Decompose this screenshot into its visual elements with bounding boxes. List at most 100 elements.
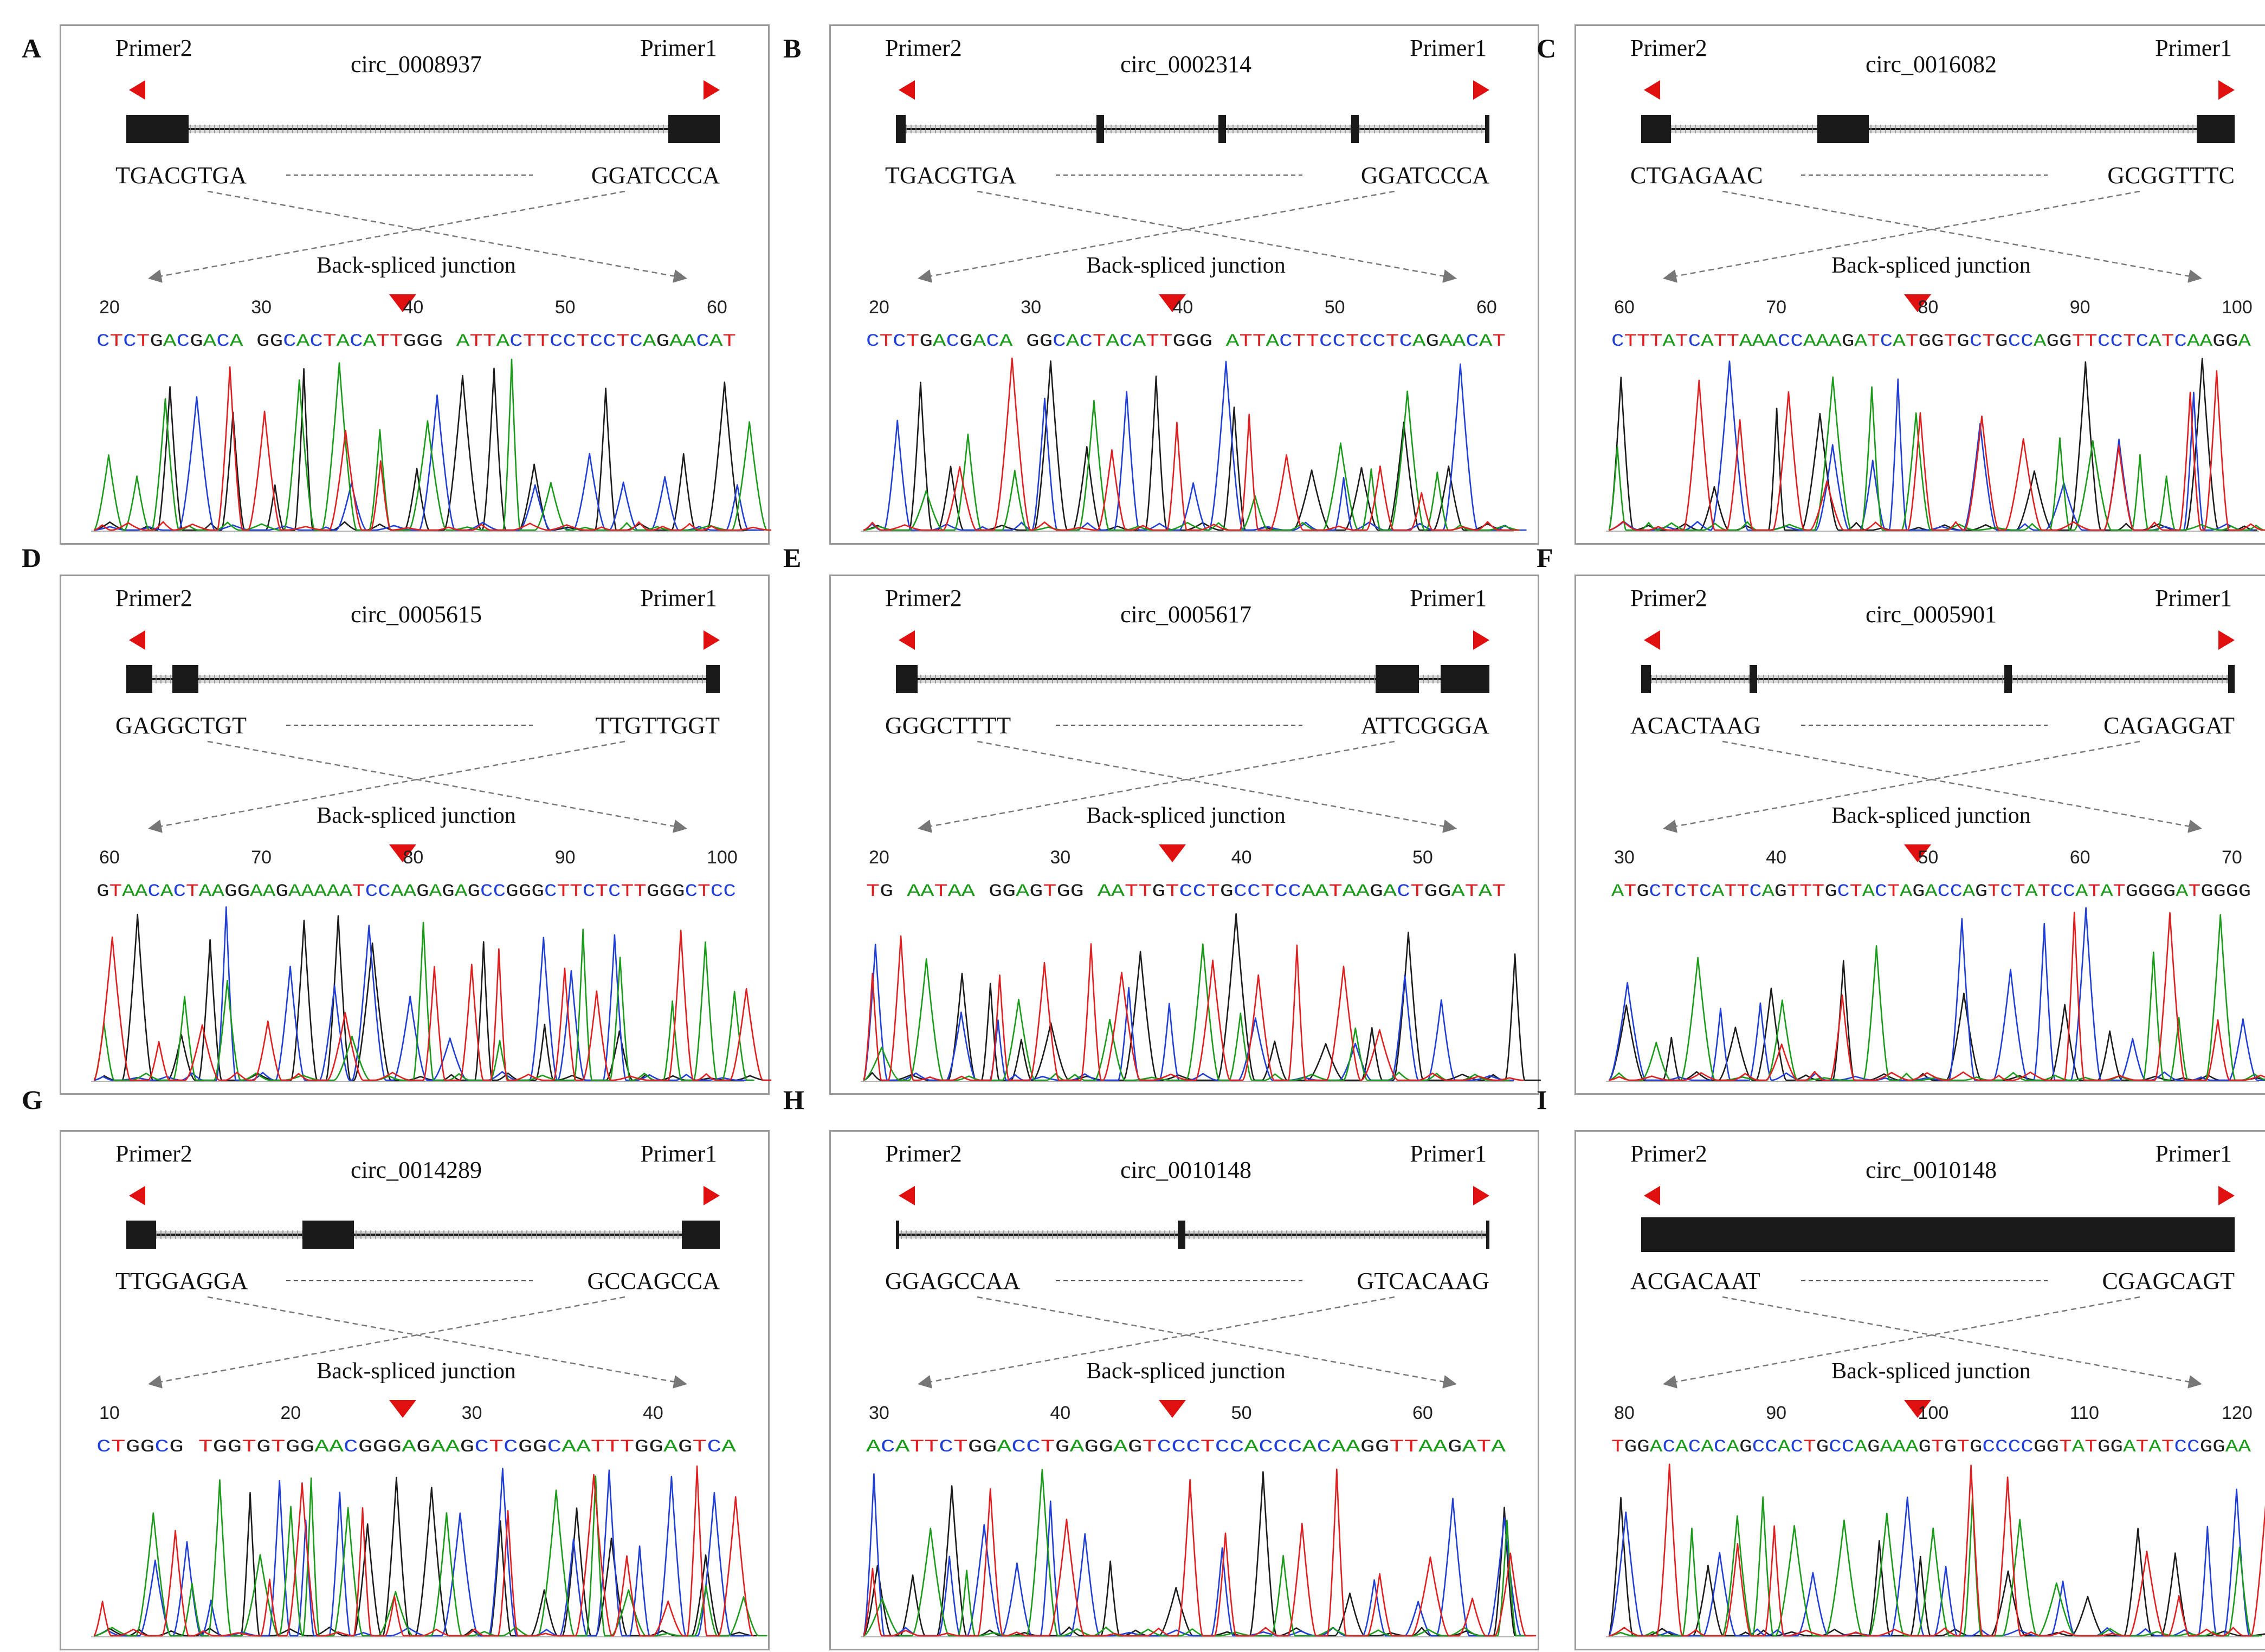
exon-structure [896, 665, 1489, 693]
trace-T [1608, 370, 2265, 531]
position-tick: 70 [1766, 297, 1786, 318]
primer1-label: Primer1 [640, 35, 717, 61]
junction-label: Back-spliced junction [317, 253, 515, 278]
position-tick: 60 [1412, 1403, 1433, 1423]
position-tick: 50 [1231, 1403, 1252, 1423]
primer1-arrow-icon [704, 1186, 720, 1205]
panel-H: Primer2 Primer1 circ_0010148 GGAGCCAA GTCACA… [829, 1130, 1539, 1650]
position-tick: 80 [1614, 1403, 1635, 1423]
trace-T [93, 1465, 754, 1637]
chromatogram [861, 913, 1541, 1082]
primer1-arrow-icon [2218, 630, 2235, 650]
position-tick: 40 [1173, 297, 1193, 318]
panel-I: Primer2 Primer1 circ_0010148 ACGACAAT CGAGCA… [1574, 1130, 2265, 1650]
panel-E: Primer2 Primer1 circ_0005617 GGGCTTTT ATTCGG… [829, 575, 1541, 1095]
primer1-arrow-icon [2218, 1186, 2235, 1205]
panel-graphic: Primer2 Primer1 circ_0008937 TGACGTGA GGATCC… [91, 35, 771, 532]
seq-left: GAGGCTGT [115, 712, 247, 739]
primer1-arrow-icon [1473, 80, 1489, 100]
trace-C [93, 906, 753, 1081]
junction-marker-icon [1159, 1400, 1186, 1418]
seq-right: ATTCGGGA [1361, 712, 1489, 739]
position-tick: 40 [403, 297, 424, 318]
junction-label: Back-spliced junction [1086, 253, 1285, 278]
junction-marker-icon [389, 294, 416, 312]
cross-arrow [977, 740, 1457, 833]
seq-left: GGGCTTTT [885, 712, 1011, 739]
trace-C [1608, 907, 2265, 1081]
circ-id: circ_0002314 [1120, 51, 1251, 78]
trace-T [93, 930, 771, 1081]
cross-arrow [1722, 1296, 2202, 1389]
position-tick: 60 [1476, 297, 1497, 318]
position-tick: 20 [869, 297, 889, 318]
trace-T [862, 1468, 1537, 1637]
trace-A [93, 358, 771, 531]
primer2-arrow-icon [899, 1186, 915, 1205]
circ-id: circ_0010148 [1866, 1157, 1997, 1183]
panel-letter: I [1537, 1085, 1547, 1115]
trace-T [93, 366, 771, 531]
cross-arrow [148, 190, 625, 283]
circ-id: circ_0008937 [351, 51, 482, 78]
cross-arrow [1722, 740, 2202, 833]
seq-right: CAGAGGAT [2103, 712, 2235, 739]
panel-letter: D [22, 543, 42, 573]
primer1-label: Primer1 [640, 585, 717, 611]
chromatogram [1606, 907, 2265, 1082]
trace-C [93, 1468, 751, 1637]
trace-T [863, 357, 1520, 531]
trace-A [863, 943, 1510, 1081]
position-tick: 70 [2222, 847, 2242, 868]
cross-arrow [918, 740, 1395, 833]
seq-right: GGATCCCA [591, 162, 720, 189]
primer2-arrow-icon [1644, 1186, 1660, 1205]
junction-label: Back-spliced junction [1831, 803, 2030, 828]
position-tick: 30 [462, 1403, 482, 1423]
position-tick: 60 [707, 297, 727, 318]
cross-arrow [977, 190, 1457, 283]
primer1-label: Primer1 [2155, 1140, 2232, 1167]
cross-arrow [1722, 190, 2202, 283]
position-tick: 60 [99, 847, 120, 868]
position-tick: 40 [1050, 1403, 1070, 1423]
position-tick: 60 [1614, 297, 1635, 318]
panel-letter: E [783, 543, 802, 573]
position-tick: 20 [99, 297, 120, 318]
seq-right: GCCAGCCA [588, 1268, 720, 1294]
primer1-label: Primer1 [1410, 35, 1487, 61]
junction-marker-icon [1904, 844, 1931, 862]
panel-G: Primer2 Primer1 circ_0014289 TTGGAGGA GCCAGC… [60, 1130, 770, 1650]
position-tick: 80 [403, 847, 424, 868]
junction-label: Back-spliced junction [1086, 803, 1285, 828]
seq-left: GGAGCCAA [885, 1268, 1021, 1294]
primer1-arrow-icon [2218, 80, 2235, 100]
primer2-label: Primer2 [115, 585, 192, 611]
cross-arrow [918, 1296, 1395, 1389]
panel-graphic: Primer2 Primer1 circ_0014289 TTGGAGGA GCCAGC… [91, 1140, 767, 1637]
position-tick: 20 [280, 1403, 301, 1423]
junction-label: Back-spliced junction [1086, 1359, 1285, 1384]
primer2-label: Primer2 [885, 35, 962, 61]
cross-arrow [207, 1296, 687, 1389]
panel-D: Primer2 Primer1 circ_0005615 GAGGCTGT TTGTTG… [60, 575, 771, 1095]
trace-C [862, 944, 1514, 1081]
position-tick: 30 [1614, 847, 1635, 868]
primer2-arrow-icon [899, 630, 915, 650]
cross-arrow [207, 740, 687, 833]
circ-id: circ_0005615 [351, 601, 482, 628]
trace-G [1608, 358, 2257, 531]
position-tick: 90 [555, 847, 576, 868]
trace-C [93, 394, 765, 531]
position-tick: 120 [2222, 1403, 2253, 1423]
seq-left: ACGACAAT [1630, 1268, 1760, 1294]
panel-graphic: Primer2 Primer1 circ_0005615 GAGGCTGT TTGTTG… [91, 585, 771, 1082]
position-tick: 30 [869, 1403, 889, 1423]
panel-C: Primer2 Primer1 circ_0016082 CTGAGAAC GCGGTT… [1574, 24, 2265, 545]
panel-letter: H [783, 1085, 804, 1115]
